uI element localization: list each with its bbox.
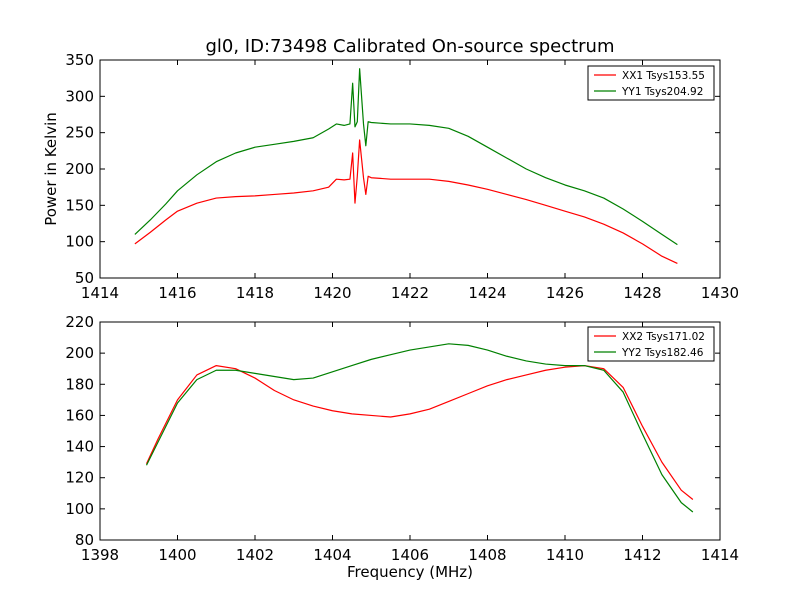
legend-box [587,65,715,101]
legend-label: XX2 Tsys171.02 [622,331,705,343]
series-line-2 [145,343,694,513]
x-tick-label: 1424 [468,284,506,302]
legend-label: YY2 Tsys182.46 [621,347,704,359]
y-tick-label: 200 [65,160,94,178]
x-tick-label: 1414 [81,284,119,302]
subplot-2: 1398 1400 1402 1404 1406 1408 1410 1412 1414 80 10… [65,313,739,581]
y-tick-label: 150 [65,196,94,214]
legend-label: YY1 Tsys204.92 [621,86,703,98]
y-tick-label: 120 [65,469,94,487]
x-tick-label: 1406 [391,546,429,564]
x-tick-label: 1398 [81,546,119,564]
x-tick-label: 1402 [236,546,274,564]
legend-box [587,326,715,362]
y-tick-label: 350 [65,51,94,69]
y-tick-label: 300 [65,87,94,105]
x-tick-label: 1400 [158,546,196,564]
x-tick-label: 1404 [313,546,351,564]
y-tick-label: 160 [65,406,94,424]
x-tick-label: 1420 [313,284,351,302]
y-tick-label: 100 [65,233,94,251]
x-tick-label: 1414 [701,546,739,564]
y-tick-label: 200 [65,344,94,362]
y-tick-label: 250 [65,124,94,142]
x-axis-label: Frequency (MHz) [347,563,473,581]
series-line-1 [134,139,678,265]
series-line-1 [145,365,694,500]
x-tick-label: 1428 [623,284,661,302]
y-tick-label: 180 [65,375,94,393]
y-tick-label: 80 [75,531,94,549]
x-tick-label: 1410 [546,546,584,564]
x-tick-label: 1426 [546,284,584,302]
x-tick-label: 1430 [701,284,739,302]
legend-label: XX1 Tsys153.55 [622,70,705,82]
x-tick-label: 1412 [623,546,661,564]
x-tick-label: 1418 [236,284,274,302]
x-tick-label: 1416 [158,284,196,302]
x-tick-label: 1408 [468,546,506,564]
subplot-1: 1414 1416 1418 1420 1422 1424 1426 1428 1430 50 10… [42,51,739,302]
y-axis-label: Power in Kelvin [42,112,60,226]
y-tick-label: 100 [65,500,94,518]
legend: XX1 Tsys153.55 YY1 Tsys204.92 [587,65,715,101]
y-tick-label: 140 [65,438,94,456]
legend: XX2 Tsys171.02 YY2 Tsys182.46 [587,326,715,362]
series-line-2 [134,68,678,246]
x-tick-label: 1422 [391,284,429,302]
y-tick-label: 50 [75,269,94,287]
y-tick-label: 220 [65,313,94,331]
chart-title: gl0, ID:73498 Calibrated On-source spect… [205,36,614,57]
